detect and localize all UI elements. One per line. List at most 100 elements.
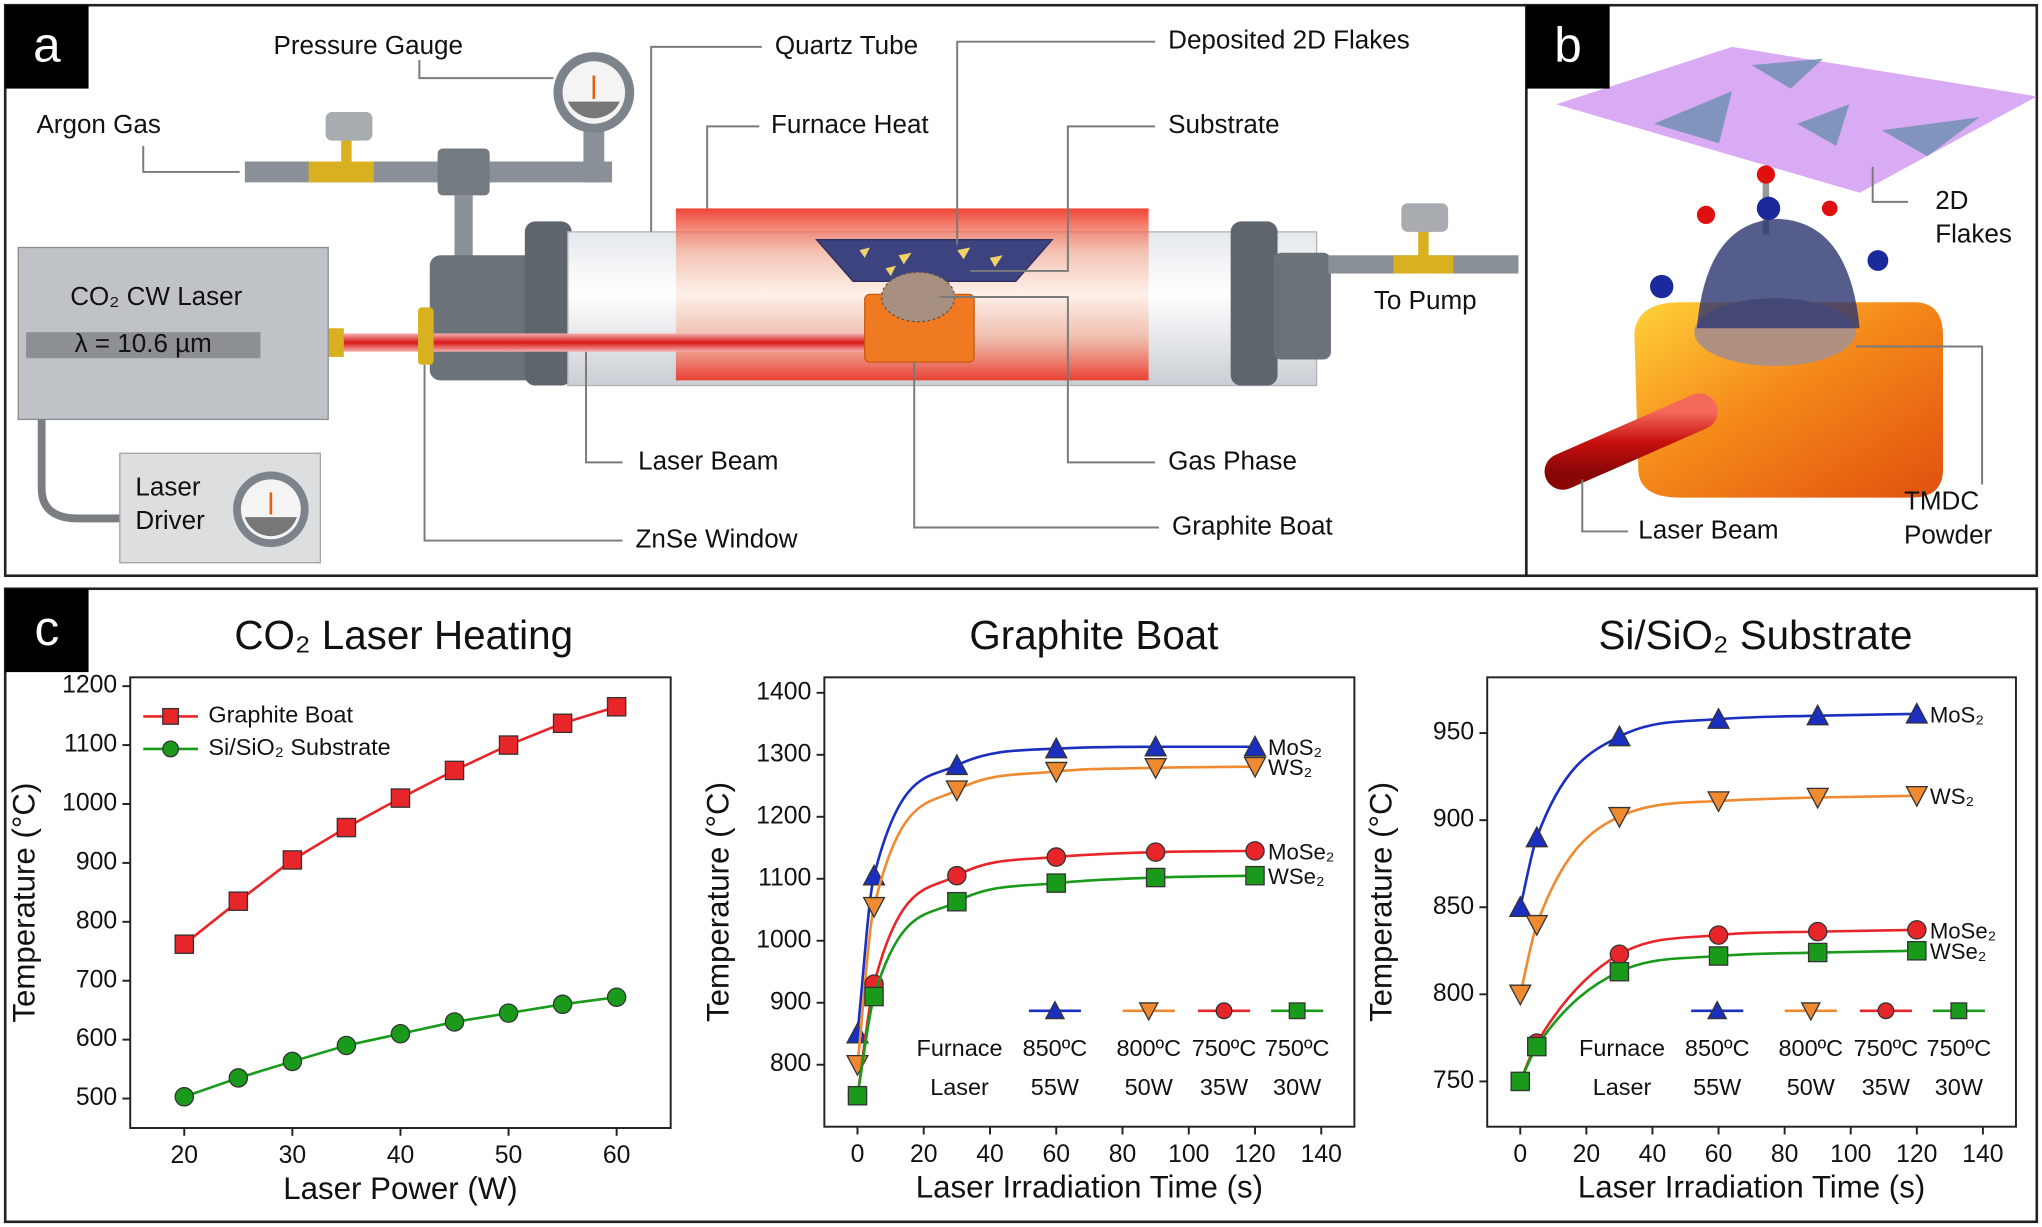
marker xyxy=(1510,1071,1531,1092)
y-tick-label: 1300 xyxy=(756,740,811,767)
callout xyxy=(418,59,554,80)
callout-label: Powder xyxy=(1904,520,1993,550)
valve-stem xyxy=(1418,229,1429,258)
marker xyxy=(945,753,969,776)
legend-laser: 55W xyxy=(1031,1074,1080,1100)
marker xyxy=(1525,825,1549,848)
panel-c-frame xyxy=(3,587,2039,1224)
y-tick-label: 700 xyxy=(76,966,117,993)
marker xyxy=(1707,791,1731,813)
marker xyxy=(1044,1000,1066,1020)
callout-label: Flakes xyxy=(1935,219,2012,249)
x-tick-label: 140 xyxy=(1962,1141,2003,1168)
marker xyxy=(1800,1002,1822,1022)
marker xyxy=(606,987,627,1007)
marker xyxy=(174,1087,195,1107)
marker xyxy=(1877,1002,1895,1020)
y-tick-label: 950 xyxy=(1433,719,1474,746)
panel-label: b xyxy=(1554,17,1582,72)
marker xyxy=(1525,914,1549,937)
driver-label: Driver xyxy=(135,505,205,535)
marker xyxy=(1243,734,1267,757)
series-label: WSe₂ xyxy=(1930,939,1987,964)
marker xyxy=(498,735,519,755)
flake xyxy=(1751,58,1824,89)
callout-label: Furnace Heat xyxy=(771,109,929,139)
marker xyxy=(864,986,884,1007)
legend-laser: 30W xyxy=(1935,1074,1984,1100)
x-tick-label: 60 xyxy=(1705,1141,1733,1168)
legend-furnace: 750ºC xyxy=(1927,1035,1992,1061)
marker xyxy=(1708,925,1729,945)
atom xyxy=(1867,250,1889,271)
y-tick-label: 600 xyxy=(76,1025,117,1052)
legend-label: Si/SiO₂ Substrate xyxy=(208,734,390,760)
marker xyxy=(862,896,886,919)
marker xyxy=(1905,785,1929,808)
marker xyxy=(162,707,180,725)
y-tick-label: 850 xyxy=(1433,893,1474,920)
callout xyxy=(1581,479,1628,533)
valve xyxy=(308,161,374,183)
panel-label: a xyxy=(33,17,61,72)
right-fitting xyxy=(1273,252,1331,360)
marker xyxy=(1609,944,1630,965)
marker xyxy=(606,697,627,717)
cable xyxy=(37,419,120,523)
marker xyxy=(390,1023,411,1044)
series-label: WSe₂ xyxy=(1268,864,1325,889)
marker xyxy=(1046,847,1067,867)
y-tick-label: 900 xyxy=(770,988,811,1015)
marker xyxy=(444,760,465,781)
valve-knob xyxy=(325,112,373,141)
callout xyxy=(650,45,762,232)
y-tick-label: 750 xyxy=(1433,1067,1474,1094)
marker xyxy=(1707,1000,1728,1020)
flake xyxy=(957,247,971,260)
chart-title: Graphite Boat xyxy=(969,612,1218,658)
x-tick-label: 100 xyxy=(1830,1141,1871,1168)
marker xyxy=(162,740,180,758)
marker xyxy=(228,891,249,911)
gauge-fill xyxy=(567,101,620,119)
marker xyxy=(947,891,967,912)
marker xyxy=(498,1003,519,1023)
y-tick-label: 1000 xyxy=(62,790,117,817)
callout xyxy=(1855,345,1984,485)
legend-furnace: 800ºC xyxy=(1779,1035,1844,1061)
callout xyxy=(585,351,623,464)
callout-label: Laser Beam xyxy=(638,445,778,475)
y-tick-label: 500 xyxy=(76,1084,117,1111)
marker xyxy=(336,817,357,838)
y-tick-label: 1200 xyxy=(62,672,117,699)
callout-label: Deposited 2D Flakes xyxy=(1168,25,1410,55)
y-tick-label: 900 xyxy=(1433,806,1474,833)
panel-label-box xyxy=(1526,5,1610,89)
marker xyxy=(1044,736,1068,759)
callout-label: Laser Beam xyxy=(1638,514,1778,544)
callout xyxy=(423,364,623,542)
marker xyxy=(390,788,411,808)
marker xyxy=(1807,921,1828,942)
legend-furnace: 750ºC xyxy=(1192,1035,1257,1061)
callout xyxy=(1871,166,1908,203)
marker xyxy=(1806,703,1830,726)
legend-label: Graphite Boat xyxy=(208,702,353,728)
gas-dome xyxy=(1696,218,1860,329)
marker xyxy=(845,1054,869,1077)
callout-label: Gas Phase xyxy=(1168,445,1297,475)
flake xyxy=(1653,91,1733,144)
laser-beam xyxy=(341,333,889,352)
driver-gauge-fill xyxy=(244,517,297,537)
wavelength-label: λ = 10.6 µm xyxy=(75,328,212,358)
marker xyxy=(1243,756,1267,779)
marker xyxy=(1708,946,1729,966)
y-tick-label: 800 xyxy=(1433,980,1474,1007)
x-tick-label: 60 xyxy=(1042,1141,1070,1168)
x-tick-label: 40 xyxy=(1639,1141,1667,1168)
flake xyxy=(1881,117,1980,157)
legend-laser: 55W xyxy=(1693,1074,1742,1100)
marker xyxy=(1806,787,1830,810)
marker xyxy=(1508,984,1532,1007)
marker xyxy=(552,994,573,1015)
